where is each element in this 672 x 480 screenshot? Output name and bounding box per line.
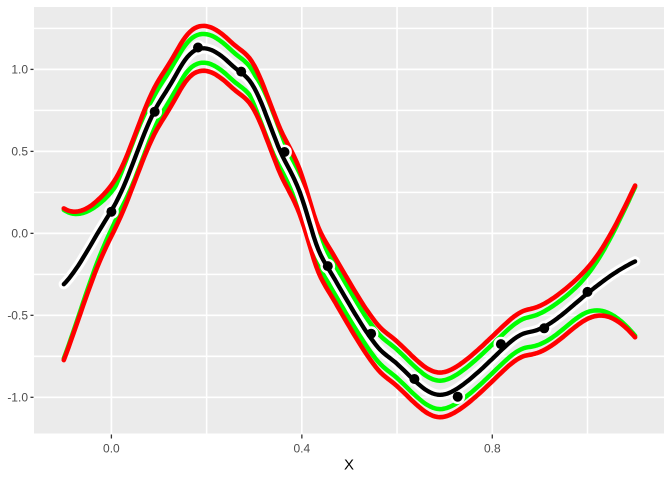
svg-text:0.0: 0.0 [103, 442, 120, 456]
svg-text:0.4: 0.4 [293, 442, 310, 456]
svg-text:0.0: 0.0 [11, 227, 28, 241]
svg-text:X: X [344, 457, 354, 474]
svg-text:0.5: 0.5 [11, 145, 28, 159]
svg-text:0.8: 0.8 [484, 442, 501, 456]
svg-text:-0.5: -0.5 [7, 309, 28, 323]
svg-text:-1.0: -1.0 [7, 391, 28, 405]
svg-text:1.0: 1.0 [11, 63, 28, 77]
